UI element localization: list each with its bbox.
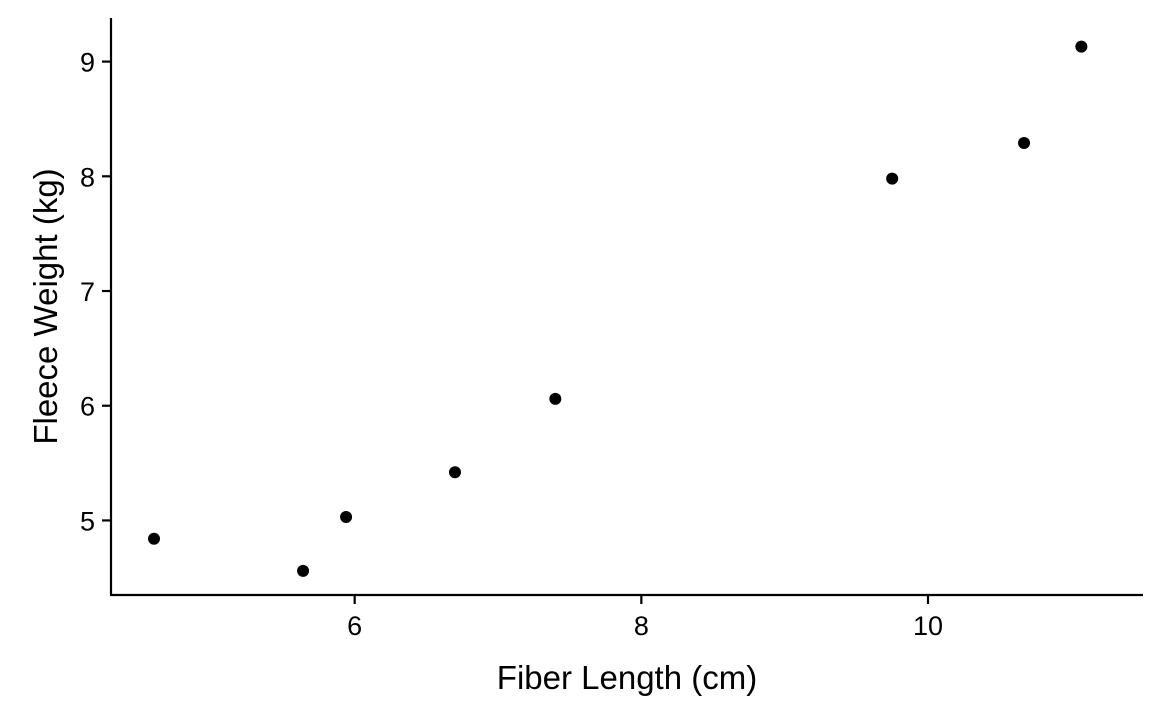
x-tick-label: 10: [913, 611, 943, 641]
data-point: [1075, 40, 1088, 53]
y-tick-label: 5: [80, 506, 95, 536]
y-tick-label: 6: [80, 392, 95, 422]
data-point: [1018, 137, 1031, 150]
data-point: [340, 510, 353, 523]
data-point: [148, 532, 160, 545]
x-tick-label: 6: [347, 611, 362, 641]
y-axis-title: Fleece Weight (kg): [27, 168, 64, 444]
points-layer: [148, 40, 1088, 577]
y-tick-label: 9: [80, 48, 95, 78]
data-point: [549, 392, 562, 405]
y-tick-label: 8: [80, 162, 95, 192]
y-tick-label: 7: [80, 277, 95, 307]
x-tick-label: 8: [634, 611, 649, 641]
data-point: [297, 564, 310, 577]
data-point: [886, 172, 899, 185]
data-point: [449, 466, 461, 479]
x-axis-title: Fiber Length (cm): [497, 659, 757, 696]
ticks-layer: 6 8 10 5 6 7 8 9: [80, 48, 943, 641]
